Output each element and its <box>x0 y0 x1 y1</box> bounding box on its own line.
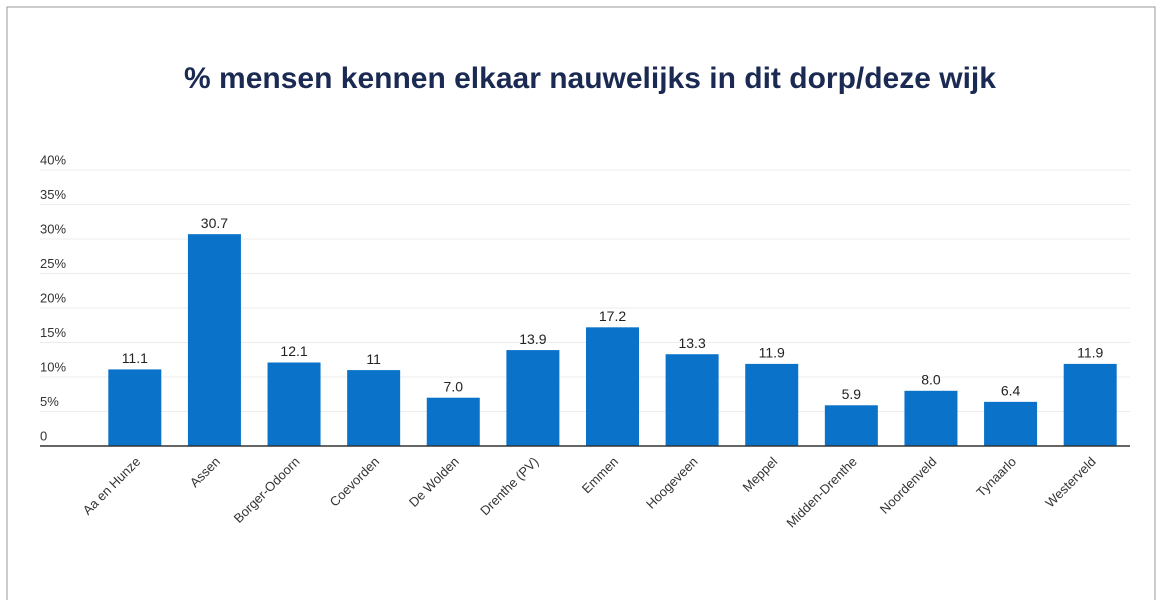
bar <box>984 401 1038 446</box>
value-label: 11.9 <box>759 345 785 361</box>
frame <box>6 6 1156 600</box>
x-tick-label: Noordenveld <box>877 454 940 517</box>
y-tick-label: 0 <box>40 428 47 443</box>
y-tick-label: 20% <box>40 290 66 305</box>
bar <box>665 354 719 446</box>
value-label: 11 <box>366 351 381 367</box>
bar <box>426 397 480 446</box>
bar <box>904 390 958 446</box>
value-label: 7.0 <box>444 378 464 394</box>
y-tick-label: 5% <box>40 394 59 409</box>
bar <box>745 363 799 446</box>
x-tick-label: Hoogeveen <box>643 454 701 512</box>
value-label: 12.1 <box>280 343 307 359</box>
value-label: 8.0 <box>921 372 941 388</box>
value-label: 11.1 <box>122 350 148 366</box>
value-label: 30.7 <box>201 215 228 231</box>
x-tick-label: De Wolden <box>406 454 462 510</box>
value-label: 6.4 <box>1001 383 1021 399</box>
x-tick-label: Midden-Drenthe <box>783 454 860 531</box>
bar <box>506 350 560 446</box>
bar <box>1063 363 1117 446</box>
x-tick-label: Drenthe (PV) <box>477 454 541 518</box>
chart-title: % mensen kennen elkaar nauwelijks in dit… <box>184 62 996 95</box>
x-tick-label: Tynaarlo <box>973 454 1019 500</box>
value-label: 13.3 <box>678 335 705 351</box>
x-tick-label: Aa en Hunze <box>80 454 144 518</box>
value-label: 17.2 <box>599 308 626 324</box>
bar <box>187 234 241 446</box>
y-tick-label: 25% <box>40 256 66 271</box>
y-tick-label: 40% <box>40 152 66 167</box>
bar <box>267 362 321 446</box>
bar <box>108 369 162 446</box>
x-tick-label: Borger-Odoorn <box>231 454 303 526</box>
x-tick-label: Meppel <box>740 454 781 495</box>
bar <box>586 327 639 446</box>
x-tick-label: Westerveld <box>1042 454 1098 510</box>
y-tick-label: 10% <box>40 359 66 374</box>
value-label: 13.9 <box>519 331 546 347</box>
value-label: 11.9 <box>1077 345 1103 361</box>
bar <box>824 405 878 446</box>
y-tick-label: 15% <box>40 325 66 340</box>
y-tick-label: 30% <box>40 221 66 236</box>
x-tick-label: Emmen <box>579 454 621 496</box>
y-tick-label: 35% <box>40 187 66 202</box>
value-label: 5.9 <box>842 386 862 402</box>
bar <box>347 370 401 446</box>
x-tick-label: Assen <box>187 454 223 490</box>
x-tick-label: Coevorden <box>327 454 383 510</box>
